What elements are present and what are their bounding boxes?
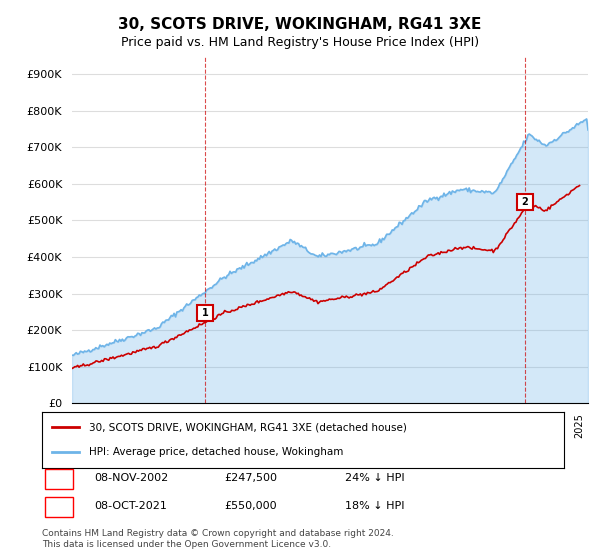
Text: 2: 2 [521,197,529,207]
Text: 08-NOV-2002: 08-NOV-2002 [94,473,169,483]
Text: 30, SCOTS DRIVE, WOKINGHAM, RG41 3XE: 30, SCOTS DRIVE, WOKINGHAM, RG41 3XE [118,17,482,32]
Text: 1: 1 [55,473,62,483]
Text: £550,000: £550,000 [224,501,277,511]
Text: 08-OCT-2021: 08-OCT-2021 [94,501,167,511]
Text: 2: 2 [55,501,62,511]
Text: £247,500: £247,500 [224,473,278,483]
Text: Contains HM Land Registry data © Crown copyright and database right 2024.: Contains HM Land Registry data © Crown c… [42,529,394,538]
FancyBboxPatch shape [44,469,73,489]
Text: 18% ↓ HPI: 18% ↓ HPI [345,501,404,511]
FancyBboxPatch shape [44,497,73,517]
Text: 30, SCOTS DRIVE, WOKINGHAM, RG41 3XE (detached house): 30, SCOTS DRIVE, WOKINGHAM, RG41 3XE (de… [89,422,407,432]
Text: This data is licensed under the Open Government Licence v3.0.: This data is licensed under the Open Gov… [42,540,331,549]
Text: 24% ↓ HPI: 24% ↓ HPI [345,473,404,483]
Text: 1: 1 [202,308,208,318]
Text: HPI: Average price, detached house, Wokingham: HPI: Average price, detached house, Woki… [89,447,343,457]
Text: Price paid vs. HM Land Registry's House Price Index (HPI): Price paid vs. HM Land Registry's House … [121,36,479,49]
